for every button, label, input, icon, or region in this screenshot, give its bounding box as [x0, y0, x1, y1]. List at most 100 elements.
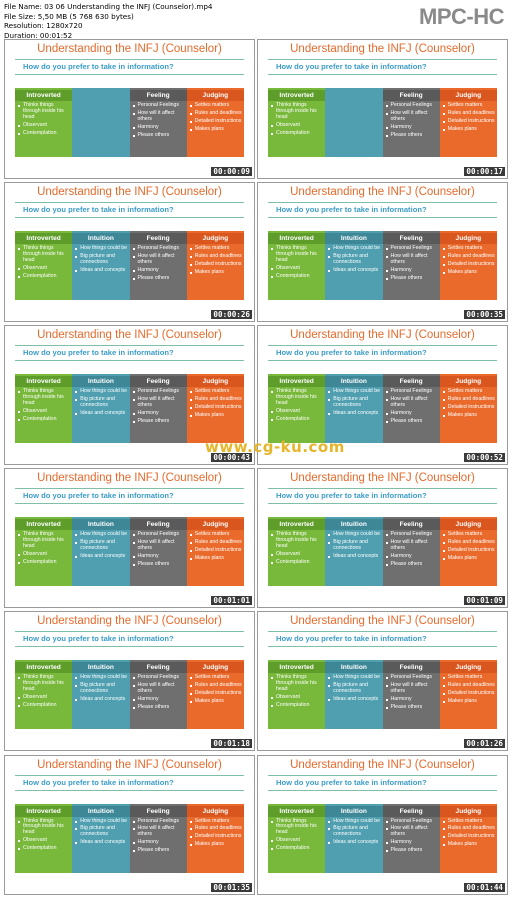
thumbnail-timestamp: 00:01:26 — [464, 739, 505, 749]
column-item: Ideas and concepts — [75, 696, 127, 703]
column-item: Thinks things through inside his head — [271, 674, 323, 692]
video-thumbnail[interactable]: Understanding the INFJ (Counselor) How do… — [257, 325, 508, 466]
column-item: How things could be — [328, 675, 380, 681]
column-feel: Feeling Personal Feelings How will it affe… — [382, 231, 440, 301]
column-feel: Feeling Personal Feelings How will it affe… — [382, 803, 440, 873]
column-heading: Feeling — [382, 519, 440, 531]
column-item: Harmony — [132, 410, 185, 417]
column-item: Contemplation — [18, 273, 70, 280]
column-items: Personal Feelings How will it affect othe… — [132, 531, 185, 570]
video-thumbnail[interactable]: Understanding the INFJ (Counselor) How do… — [4, 468, 255, 609]
column-item: How will it affect others — [385, 826, 438, 838]
column-item: Detailed instructions — [189, 691, 242, 697]
column-item: Personal Feelings — [132, 531, 185, 538]
column-items: Personal Feelings How will it affect othe… — [132, 818, 185, 857]
video-thumbnail[interactable]: Understanding the INFJ (Counselor) How do… — [4, 611, 255, 752]
slide-question: How do you prefer to take in information… — [276, 634, 427, 644]
column-feel: Feeling Personal Feelings How will it affe… — [382, 374, 440, 444]
column-judge: Judging Settles matters Rules and deadline… — [439, 231, 497, 301]
slide-columns: Introverted Thinks things through inside … — [268, 231, 497, 301]
column-intro: Introverted Thinks things through inside … — [268, 88, 326, 157]
column-item: How will it affect others — [132, 396, 185, 409]
column-items: How things could be Big picture and conne… — [75, 531, 127, 562]
column-heading: Introverted — [268, 662, 326, 674]
column-item: Harmony — [132, 696, 185, 703]
thumbnail-timestamp: 00:00:26 — [211, 310, 252, 320]
video-thumbnail[interactable]: Understanding the INFJ (Counselor) How do… — [257, 611, 508, 752]
column-items: Settles matters Rules and deadlines Detail… — [189, 388, 242, 421]
column-heading: Introverted — [15, 805, 73, 817]
column-item: Please others — [385, 275, 438, 282]
column-item: Makes plans — [442, 412, 495, 419]
column-items: How things could be Big picture and conne… — [328, 388, 380, 419]
slide-question-box: How do you prefer to take in information… — [268, 774, 497, 791]
column-items: Settles matters Rules and deadlines Detail… — [189, 102, 242, 135]
column-feel: Feeling Personal Feelings How will it affe… — [129, 231, 187, 301]
column-item: Thinks things through inside his head — [271, 388, 323, 406]
column-heading: Feeling — [382, 233, 440, 245]
column-heading: Introverted — [15, 662, 73, 674]
slide-question: How do you prefer to take in information… — [23, 491, 174, 501]
column-heading: Judging — [186, 233, 244, 245]
column-item: Ideas and concepts — [75, 553, 127, 560]
column-heading: Feeling — [129, 519, 187, 531]
video-thumbnail[interactable]: Understanding the INFJ (Counselor) How do… — [4, 39, 255, 179]
slide-columns: Introverted Thinks things through inside … — [268, 517, 497, 587]
column-judge: Judging Settles matters Rules and deadline… — [439, 660, 497, 730]
video-thumbnail[interactable]: Understanding the INFJ (Counselor) How do… — [257, 182, 508, 323]
column-item: Thinks things through inside his head — [271, 818, 323, 836]
video-thumbnail[interactable]: Understanding the INFJ (Counselor) How do… — [257, 468, 508, 609]
column-item: How will it affect others — [132, 683, 185, 695]
column-items: Settles matters Rules and deadlines Detail… — [442, 675, 495, 707]
column-item: Settles matters — [442, 388, 495, 395]
column-feel: Feeling Personal Feelings How will it affe… — [129, 88, 187, 157]
column-heading: Introverted — [268, 376, 326, 388]
slide-title: Understanding the INFJ (Counselor) — [37, 186, 222, 199]
video-thumbnail[interactable]: Understanding the INFJ (Counselor) How do… — [257, 754, 508, 895]
slide-question-box: How do you prefer to take in information… — [268, 488, 497, 505]
column-intui: Intuition How things could be Big picture … — [72, 374, 130, 444]
column-intui: Intuition How things could be Big picture … — [72, 803, 130, 873]
column-heading: Feeling — [129, 90, 187, 101]
column-item: Rules and deadlines — [189, 396, 242, 403]
column-heading: Introverted — [268, 90, 326, 101]
column-heading: Feeling — [129, 376, 187, 388]
column-item: Detailed instructions — [442, 834, 495, 840]
video-thumbnail[interactable]: Understanding the INFJ (Counselor) How do… — [4, 325, 255, 466]
slide-columns: Introverted Thinks things through inside … — [15, 803, 244, 873]
column-intui — [72, 88, 130, 157]
column-item: Personal Feelings — [385, 102, 438, 109]
column-heading: Intuition — [72, 662, 130, 674]
column-item: Detailed instructions — [442, 547, 495, 554]
column-item: Please others — [132, 561, 185, 568]
column-items: How things could be Big picture and conne… — [328, 818, 380, 849]
slide-columns: Introverted Thinks things through inside … — [268, 88, 497, 157]
column-items: Personal Feelings How will it affect othe… — [132, 388, 185, 427]
column-item: Personal Feelings — [132, 245, 185, 252]
column-item: Please others — [385, 847, 438, 854]
column-item: Ideas and concepts — [328, 839, 380, 846]
column-intui: Intuition How things could be Big picture … — [325, 517, 383, 587]
column-feel: Feeling Personal Feelings How will it affe… — [382, 88, 440, 157]
thumbnail-timestamp: 00:01:01 — [211, 596, 252, 606]
column-item: Contemplation — [18, 845, 70, 852]
column-item: Contemplation — [271, 702, 323, 709]
column-items: Personal Feelings How will it affect othe… — [132, 245, 185, 284]
video-thumbnail[interactable]: Understanding the INFJ (Counselor) How do… — [257, 39, 508, 179]
column-item: Makes plans — [442, 555, 495, 562]
column-item: Please others — [385, 704, 438, 711]
column-intro: Introverted Thinks things through inside … — [15, 517, 73, 587]
column-item: Detailed instructions — [442, 691, 495, 697]
column-intui: Intuition How things could be Big picture … — [325, 660, 383, 730]
column-intui — [325, 88, 383, 157]
file-name-line: File Name: 03 06 Understanding the INFJ … — [4, 2, 213, 11]
column-judge: Judging Settles matters Rules and deadline… — [186, 803, 244, 873]
column-item: Settles matters — [189, 388, 242, 395]
video-thumbnail[interactable]: Understanding the INFJ (Counselor) How do… — [4, 182, 255, 323]
video-thumbnail[interactable]: Understanding the INFJ (Counselor) How do… — [4, 754, 255, 895]
column-item: Detailed instructions — [189, 834, 242, 840]
slide-question: How do you prefer to take in information… — [276, 62, 427, 71]
column-item: Rules and deadlines — [189, 683, 242, 689]
slide-question: How do you prefer to take in information… — [23, 205, 174, 215]
column-item: Big picture and connections — [328, 826, 380, 838]
